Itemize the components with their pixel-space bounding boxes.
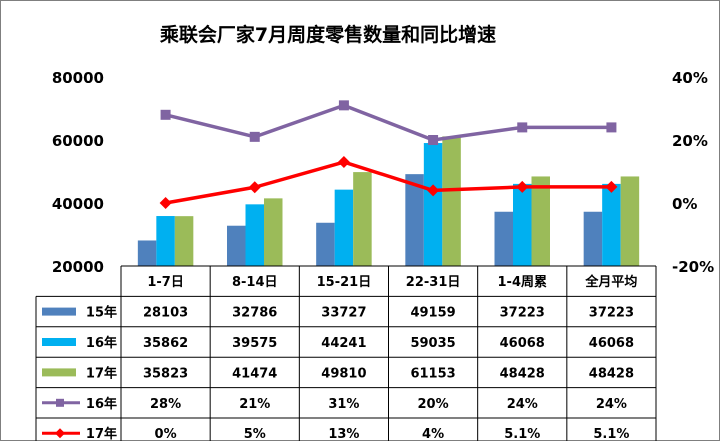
left-tick-label: 60000: [52, 132, 104, 150]
category-label: 1-7日: [147, 275, 184, 290]
data-label: 35823: [143, 366, 188, 381]
bar: [494, 211, 513, 266]
bar: [174, 216, 194, 266]
left-tick-label: 80000: [52, 69, 104, 87]
bar: [245, 204, 264, 266]
data-label: 5%: [244, 427, 266, 441]
data-label: 49810: [321, 366, 366, 381]
right-tick-label: 40%: [672, 69, 708, 87]
bar: [602, 183, 621, 266]
line-point: [517, 122, 528, 133]
data-label: 4%: [422, 427, 444, 441]
series-line: [165, 103, 612, 142]
line-point: [159, 197, 172, 209]
bar: [423, 143, 443, 266]
data-label: 13%: [328, 427, 359, 441]
data-label: 61153: [410, 366, 455, 381]
line-point: [160, 109, 171, 120]
series-name: 17年: [86, 365, 117, 381]
series-name: 16年: [86, 335, 117, 351]
right-axis: -20% 0% 20% 40%: [672, 69, 714, 276]
line-point: [427, 184, 440, 197]
line-point: [605, 180, 618, 193]
data-label: 48428: [500, 366, 545, 381]
data-label: 21%: [239, 397, 270, 412]
data-label: 24%: [507, 397, 538, 412]
series-name: 15年: [86, 305, 117, 321]
bar: [137, 240, 157, 266]
category-label: 1-4周累: [498, 274, 548, 290]
bar: [442, 136, 461, 266]
series-name: 17年: [86, 426, 117, 441]
right-tick-label: -20%: [672, 258, 714, 276]
legend-swatch: [42, 368, 76, 377]
line-point: [606, 122, 617, 133]
data-label: 28%: [150, 397, 181, 412]
bar: [334, 189, 354, 266]
legend-swatch: [42, 338, 76, 346]
line-point: [248, 181, 261, 194]
bar: [583, 211, 603, 266]
bar: [264, 198, 283, 266]
right-tick-label: 20%: [672, 132, 708, 150]
data-label: 39575: [232, 336, 277, 351]
left-tick-label: 20000: [52, 258, 104, 276]
series-line: [165, 160, 612, 205]
data-label: 44241: [321, 336, 366, 351]
line-point: [337, 156, 350, 169]
line-point: [338, 100, 349, 111]
line-point: [249, 131, 260, 142]
category-label: 全月平均: [584, 274, 637, 290]
bar: [620, 176, 640, 266]
data-label: 24%: [596, 397, 627, 412]
data-label: 37223: [589, 306, 634, 321]
legend-marker: [55, 428, 65, 439]
line-point: [428, 135, 439, 145]
data-label: 59035: [410, 336, 455, 351]
category-label: 15-21日: [317, 275, 372, 290]
left-tick-label: 40000: [52, 195, 104, 213]
data-label: 37223: [500, 306, 545, 321]
bar: [227, 225, 246, 266]
left-axis: 20000 40000 60000 80000: [52, 69, 104, 276]
data-label: 5.1%: [593, 427, 629, 441]
chart-title: 乘联会厂家7月周度零售数量和同比增速: [159, 23, 496, 46]
bar: [316, 222, 335, 266]
data-table: 1-7日 8-14日 15-21日 22-31日 1-4周累 全月平均 15年 28103 32…: [35, 265, 657, 441]
bar: [531, 176, 550, 266]
data-label: 46068: [500, 336, 545, 351]
data-label: 20%: [418, 397, 449, 412]
data-label: 41474: [232, 366, 277, 381]
line-point: [516, 180, 529, 193]
bars-group: [137, 136, 640, 266]
data-label: 5.1%: [504, 427, 540, 441]
data-label: 28103: [143, 306, 188, 321]
data-label: 35862: [143, 336, 188, 351]
data-label: 33727: [321, 306, 366, 321]
data-label: 48428: [589, 366, 634, 381]
bar: [405, 174, 424, 266]
data-label: 32786: [232, 306, 277, 321]
legend-marker: [56, 398, 64, 407]
category-label: 8-14日: [232, 275, 278, 290]
data-label: 49159: [410, 306, 455, 321]
data-label: 46068: [589, 336, 634, 351]
bar: [513, 183, 532, 266]
data-label: 0%: [155, 427, 177, 441]
right-tick-label: 0%: [672, 195, 697, 213]
lines-group: [159, 100, 618, 209]
legend-swatch: [42, 307, 76, 316]
bar: [156, 216, 175, 266]
series-name: 16年: [86, 396, 117, 412]
bar: [353, 172, 372, 266]
data-label: 31%: [328, 397, 359, 412]
category-label: 22-31日: [406, 275, 461, 290]
